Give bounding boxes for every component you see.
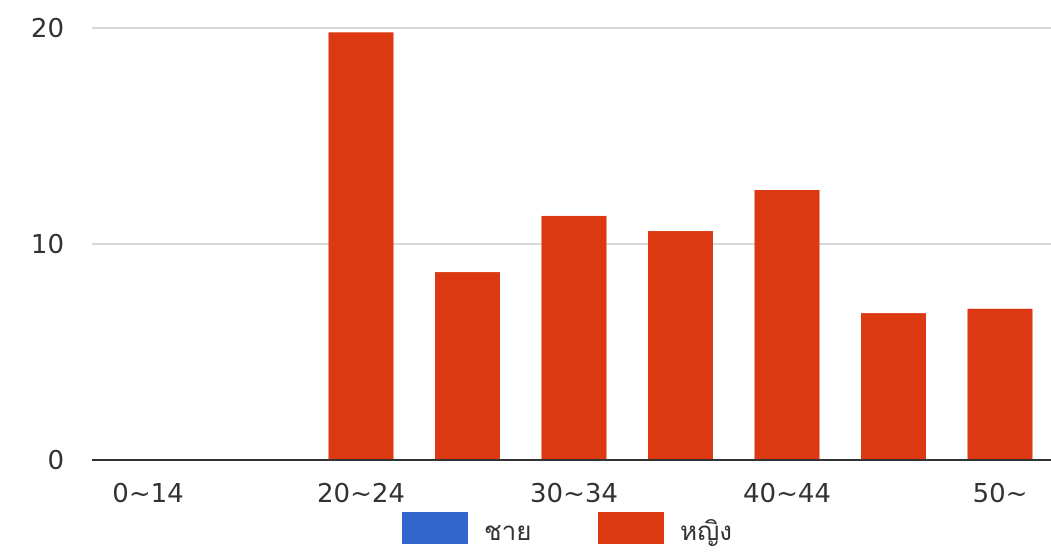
x-tick-label: 0~14 (112, 479, 183, 509)
x-tick-label: 20~24 (317, 479, 405, 509)
y-tick-label: 20 (31, 14, 64, 44)
legend: ชาย หญิง (402, 512, 732, 547)
x-tick-label: 50~ (973, 479, 1028, 509)
legend-swatch-0 (402, 512, 468, 544)
bar-40~44 (754, 190, 820, 460)
y-axis-ticks: 0 10 20 (31, 14, 64, 476)
x-axis-ticks: 0~14 20~24 30~34 40~44 50~ (112, 479, 1027, 509)
bar-25~29 (435, 272, 500, 460)
x-tick-label: 40~44 (743, 479, 831, 509)
legend-label-0: ชาย (484, 517, 531, 547)
y-tick-label: 0 (47, 446, 64, 476)
legend-label-1: หญิง (680, 517, 732, 547)
legend-swatch-1 (598, 512, 664, 544)
bar-45~49 (861, 313, 926, 460)
x-tick-label: 30~34 (530, 479, 618, 509)
y-tick-label: 10 (31, 230, 64, 260)
bar-20~24 (328, 32, 394, 460)
bar-35~39 (648, 231, 713, 460)
bars (328, 32, 1033, 460)
gridlines (92, 27, 1051, 245)
bar-30~34 (541, 215, 607, 460)
bar-50~ (967, 308, 1033, 460)
